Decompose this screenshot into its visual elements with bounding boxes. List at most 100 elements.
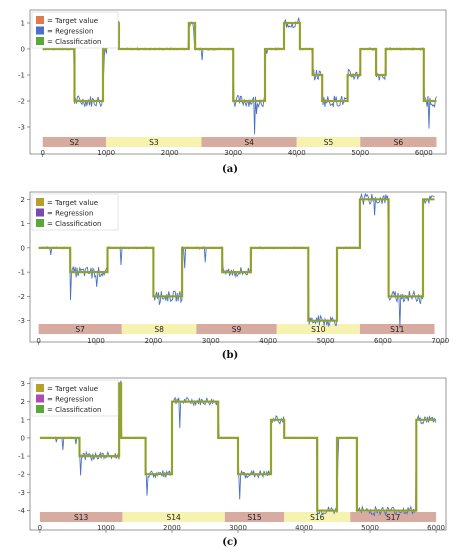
segment-label: S9 xyxy=(232,325,242,334)
legend-box xyxy=(31,379,119,417)
x-tick-label: 0 xyxy=(36,337,40,345)
chart-panel-1: S2 S3 S4 S5 S6 -3 -2 -1 0 1 0 1000 2000 3000 4000 5000 6… xyxy=(18,9,447,175)
segment-band xyxy=(38,324,122,334)
panel-caption: (c) xyxy=(222,537,238,548)
x-tick-label: 7000 xyxy=(431,337,449,345)
x-tick-label: 0 xyxy=(38,524,42,532)
segment-label: S2 xyxy=(70,138,80,147)
segment-band xyxy=(276,324,360,334)
y-tick-label: -2 xyxy=(18,293,25,301)
legend-entry: = Target value xyxy=(47,199,98,207)
legend-entry: = Classification xyxy=(47,220,101,228)
y-tick-label: -3 xyxy=(18,124,25,132)
x-tick-label: 1000 xyxy=(87,337,105,345)
segment-band xyxy=(39,512,123,522)
x-tick-label: 3000 xyxy=(202,337,220,345)
x-tick-label: 6000 xyxy=(427,524,445,532)
legend-entry: = Regression xyxy=(47,28,93,36)
segment-label: S14 xyxy=(166,513,181,522)
segment-label: S8 xyxy=(154,325,164,334)
legend-swatch xyxy=(36,384,44,392)
segment-label: S17 xyxy=(386,513,401,522)
legend-swatch xyxy=(36,37,44,45)
segment-band xyxy=(122,512,225,522)
legend-swatch xyxy=(36,405,44,413)
legend: = Target value = Regression = Classificati… xyxy=(31,11,119,49)
panel-caption: (b) xyxy=(222,350,238,361)
x-tick-label: 4000 xyxy=(295,524,313,532)
legend-swatch xyxy=(36,208,44,217)
y-tick-label: -1 xyxy=(18,269,25,277)
y-tick-label: 1 xyxy=(21,220,25,228)
legend-box xyxy=(31,193,119,231)
segment-band xyxy=(360,137,437,147)
y-tick-label: -2 xyxy=(18,471,25,479)
legend-box xyxy=(31,11,119,49)
y-tick-label: -4 xyxy=(18,507,26,515)
legend-entry: = Regression xyxy=(47,210,93,218)
regression-series xyxy=(42,379,437,517)
legend-swatch xyxy=(36,198,44,206)
y-tick-label: 3 xyxy=(21,380,25,388)
segment-label: S3 xyxy=(149,138,159,147)
x-tick-label: 6000 xyxy=(374,337,392,345)
legend: = Target value = Regression = Classificati… xyxy=(31,193,119,231)
segment-label: S7 xyxy=(75,325,85,334)
legend: = Target value = Regression = Classificati… xyxy=(31,379,119,417)
legend-swatch xyxy=(36,26,44,35)
x-tick-label: 3000 xyxy=(224,149,242,157)
x-tick-label: 3000 xyxy=(229,524,247,532)
x-tick-label: 5000 xyxy=(351,149,369,157)
segment-label: S13 xyxy=(74,513,89,522)
x-tick-label: 0 xyxy=(40,149,44,157)
legend-entry: = Target value xyxy=(47,17,98,25)
x-tick-label: 6000 xyxy=(415,149,433,157)
classification-series xyxy=(39,382,437,512)
chart-panel-2: S7 S8 S9 S10 S11 -3 -2 -1 0 1 2 0 1000 2000 3000 4000 50… xyxy=(18,191,449,361)
segment-band xyxy=(224,512,285,522)
x-tick-label: 4000 xyxy=(288,149,306,157)
segment-label: S10 xyxy=(311,325,326,334)
x-tick-label: 2000 xyxy=(144,337,162,345)
y-tick-label: -1 xyxy=(18,453,25,461)
y-tick-label: 0 xyxy=(21,244,25,252)
x-tick-label: 2000 xyxy=(161,149,179,157)
x-tick-label: 2000 xyxy=(163,524,181,532)
y-tick-label: 1 xyxy=(21,416,25,424)
y-tick-label: -3 xyxy=(18,317,25,325)
y-tick-label: 1 xyxy=(21,20,25,28)
segment-label: S4 xyxy=(244,138,254,147)
legend-entry: = Classification xyxy=(47,38,101,46)
segment-band xyxy=(42,137,107,147)
x-tick-label: 1000 xyxy=(97,524,115,532)
y-tick-label: -1 xyxy=(18,72,25,80)
segment-label: S15 xyxy=(247,513,262,522)
panel-caption: (a) xyxy=(222,164,238,175)
segment-label: S11 xyxy=(390,325,405,334)
x-tick-label: 5000 xyxy=(361,524,379,532)
segment-band xyxy=(296,137,361,147)
legend-swatch xyxy=(36,219,44,227)
y-tick-label: -3 xyxy=(18,489,25,497)
segment-band xyxy=(196,324,277,334)
segment-label: S6 xyxy=(394,138,404,147)
segment-band xyxy=(106,137,202,147)
segment-band xyxy=(284,512,351,522)
classification-series xyxy=(38,198,435,322)
segment-band xyxy=(121,324,197,334)
legend-entry: = Classification xyxy=(47,406,101,414)
y-tick-label: 2 xyxy=(21,196,25,204)
segment-band xyxy=(359,324,435,334)
segment-band xyxy=(350,512,437,522)
segment-label: S16 xyxy=(310,513,325,522)
legend-swatch xyxy=(36,16,44,24)
x-tick-label: 4000 xyxy=(259,337,277,345)
y-tick-label: 0 xyxy=(21,434,25,442)
legend-swatch xyxy=(36,394,44,403)
legend-entry: = Target value xyxy=(47,385,98,393)
segment-label: S5 xyxy=(324,138,334,147)
legend-entry: = Regression xyxy=(47,396,93,404)
chart-panel-3: S13 S14 S15 S16 S17 -4 -3 -2 -1 0 1 2 3 0 1000 2000 3000… xyxy=(18,377,447,548)
y-tick-label: 2 xyxy=(21,398,25,406)
